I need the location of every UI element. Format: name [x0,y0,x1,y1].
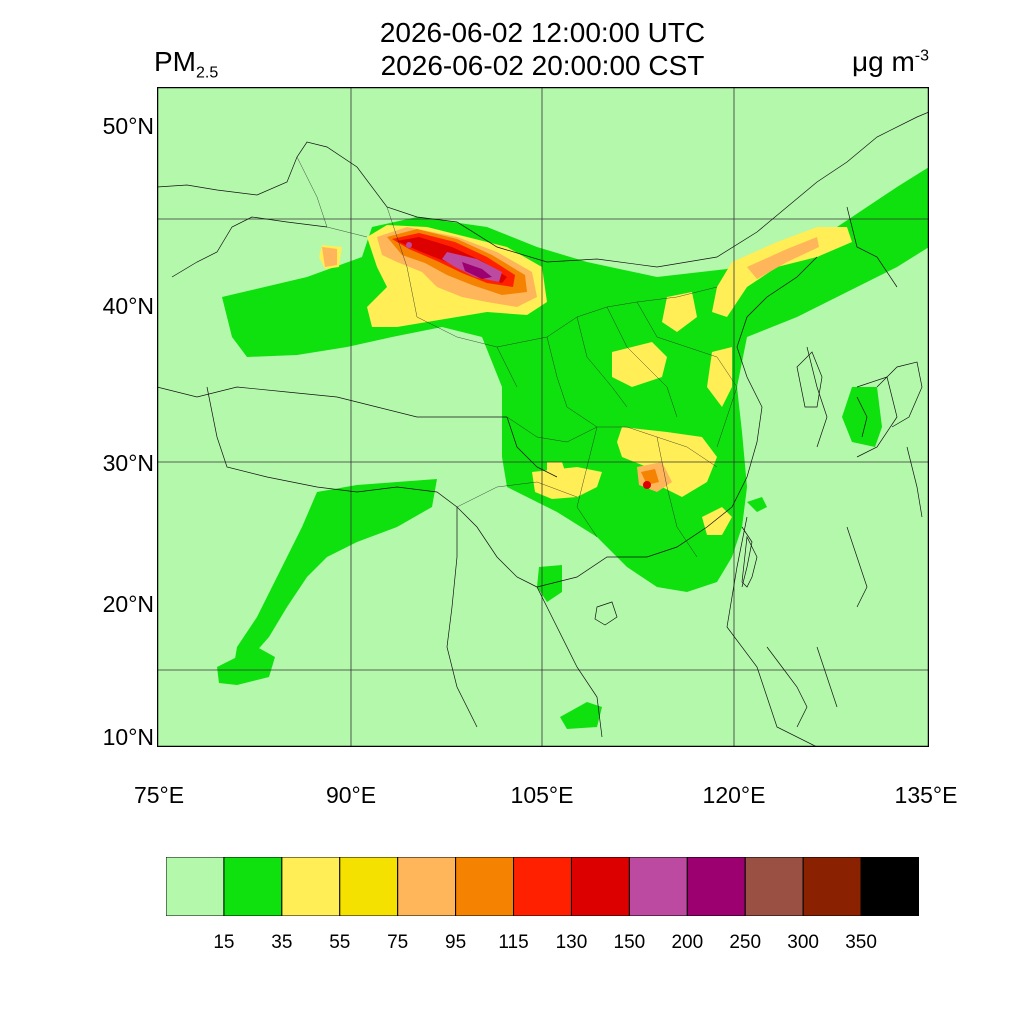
lat-tick-30: 30°N [102,450,154,476]
legend-label-3: 75 [387,932,409,953]
unit-exponent: -3 [914,47,929,65]
legend-label-9: 250 [729,932,762,953]
legend-swatch-1 [223,857,283,916]
lon-tick-135: 135°E [894,782,958,808]
legend-swatch-11 [802,857,862,916]
legend-swatch-3 [339,857,399,916]
unit-main: μg m [851,46,915,77]
lon-tick-90: 90°E [325,782,377,808]
legend-swatch-10 [744,857,804,916]
legend-swatch-7 [570,857,630,916]
legend-swatch-4 [397,857,457,916]
country-boundaries [157,111,929,747]
legend-label-10: 300 [787,932,819,953]
legend-swatch-9 [686,857,746,916]
legend-colorbar [166,857,919,916]
legend-swatch-5 [455,857,515,916]
title-cst: 2026-06-02 20:00:00 CST [380,50,705,81]
legend-swatch-2 [281,857,341,916]
coastlines [594,351,923,728]
legend-label-8: 200 [671,932,704,953]
legend-label-6: 130 [555,932,588,953]
lon-tick-105: 105°E [510,782,574,808]
lon-tick-75: 75°E [133,782,185,808]
legend-swatch-0 [166,857,225,916]
graticule [157,87,929,747]
lat-tick-50: 50°N [102,113,154,139]
variable-main: PM [154,46,196,77]
legend-swatch-8 [628,857,688,916]
map-frame [157,87,929,747]
lat-tick-20: 20°N [102,591,154,617]
unit-label: μg m-3 [852,46,929,78]
legend-label-1: 35 [271,932,293,953]
legend-label-11: 350 [845,932,877,953]
legend-label-0: 15 [213,932,235,953]
lat-tick-40: 40°N [102,293,154,319]
legend-swatch-6 [513,857,572,916]
pm-band-purple [462,262,492,279]
legend-label-4: 95 [445,932,467,953]
legend-label-5: 115 [498,932,529,953]
legend-label-7: 150 [613,932,646,953]
province-boundaries [296,156,738,558]
pm25-map [157,87,929,747]
title-utc: 2026-06-02 12:00:00 UTC [379,17,706,48]
variable-subscript: 2.5 [196,64,219,82]
lat-tick-10: 10°N [102,724,154,750]
legend-swatch-12 [860,857,919,916]
legend-label-2: 55 [329,932,351,953]
lon-tick-120: 120°E [702,782,766,808]
variable-label: PM2.5 [154,46,218,83]
